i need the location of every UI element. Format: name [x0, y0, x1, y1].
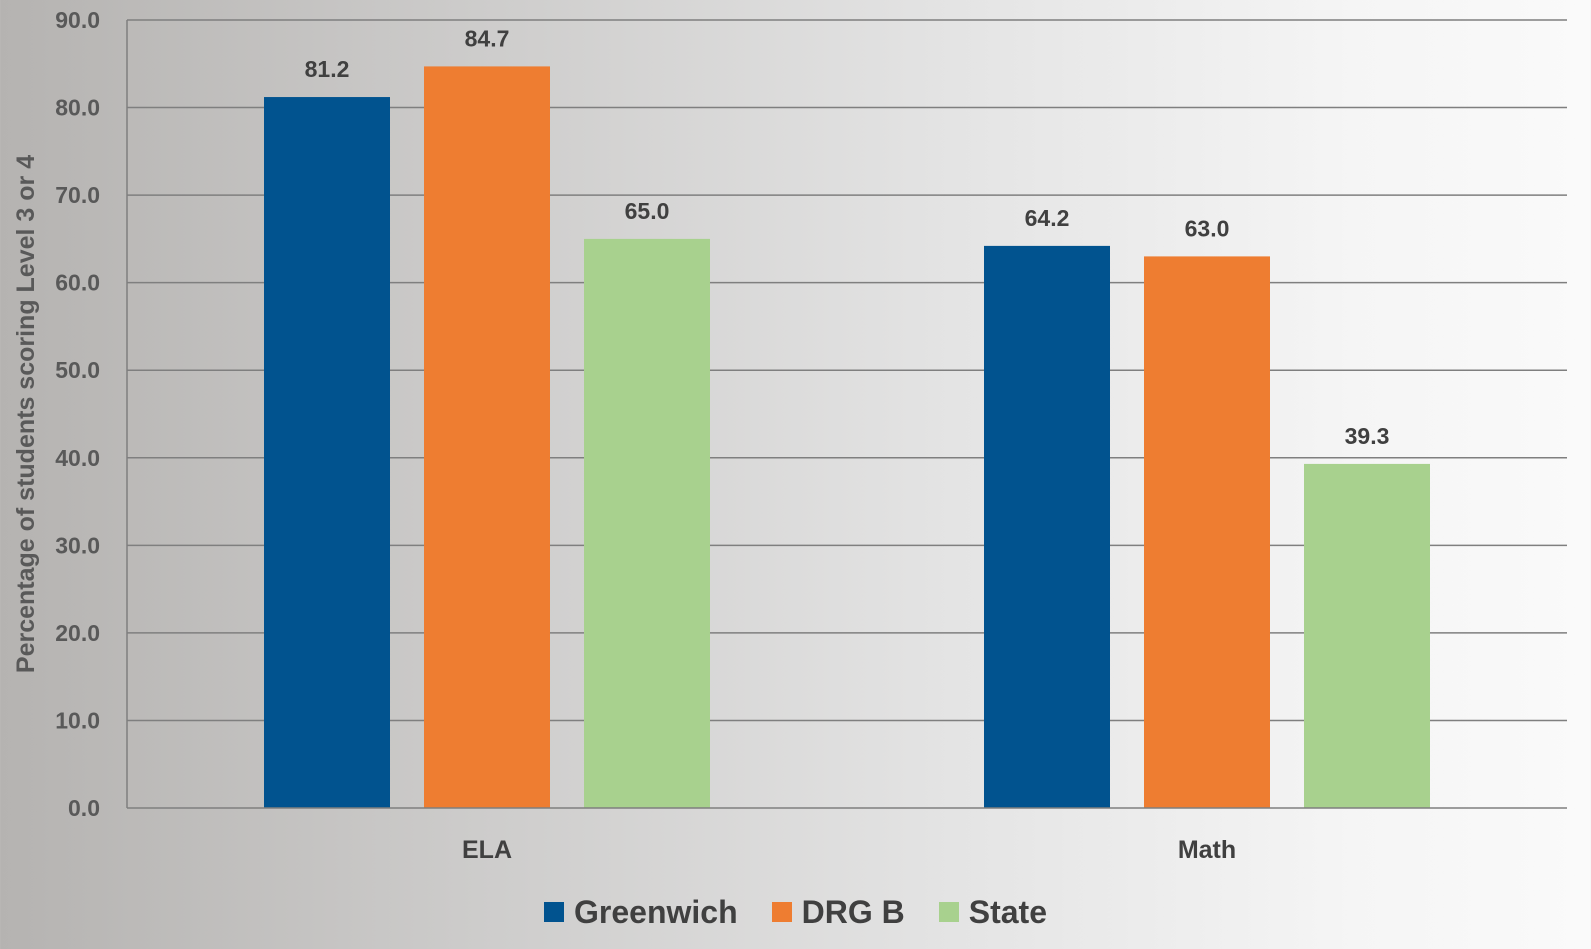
- bar-state-ela: [584, 238, 710, 808]
- legend-item-greenwich: Greenwich: [544, 894, 738, 931]
- y-tick-label: 80.0: [55, 95, 100, 121]
- legend-label-drg-b: DRG B: [801, 893, 905, 930]
- data-labels: 81.2 84.7 65.0 64.2 63.0 39.3: [305, 25, 1390, 449]
- bar-drg-b-ela: [424, 66, 550, 809]
- legend-swatch-greenwich: [544, 902, 565, 922]
- x-category-label-math: Math: [1178, 836, 1236, 864]
- data-label-state-math: 39.3: [1345, 423, 1390, 449]
- y-axis-title: Percentage of students scoring Level 3 o…: [12, 155, 40, 673]
- legend-swatch-state: [938, 902, 959, 922]
- data-label-drg-b-math: 63.0: [1185, 215, 1230, 241]
- y-tick-label: 60.0: [55, 270, 100, 296]
- legend-swatch-drg-b: [771, 902, 792, 922]
- bar-greenwich-math: [984, 245, 1110, 809]
- y-tick-label: 10.0: [55, 707, 100, 733]
- legend-label-state: State: [968, 893, 1047, 930]
- bars: [264, 66, 1430, 809]
- bar-drg-b-math: [1144, 256, 1270, 808]
- x-category-label-ela: ELA: [462, 836, 512, 864]
- y-tick-label: 70.0: [55, 182, 100, 208]
- y-tick-label: 20.0: [55, 620, 100, 646]
- data-label-drg-b-ela: 84.7: [465, 25, 510, 51]
- data-label-greenwich-ela: 81.2: [305, 56, 350, 82]
- legend-label-greenwich: Greenwich: [574, 893, 738, 930]
- data-label-greenwich-math: 64.2: [1025, 205, 1070, 231]
- axes: 0.0 10.0 20.0 30.0 40.0 50.0 60.0 70.0 80.0 90.0 E…: [55, 7, 1567, 864]
- y-tick-label: 90.0: [55, 7, 100, 33]
- y-tick-label: 30.0: [55, 532, 100, 558]
- legend-item-state: State: [938, 893, 1047, 931]
- legend-item-drg-b: DRG B: [771, 893, 905, 931]
- legend: Greenwich DRG B State: [0, 890, 1591, 934]
- y-tick-label: 40.0: [55, 445, 100, 471]
- y-tick-label: 0.0: [68, 795, 100, 821]
- data-label-state-ela: 65.0: [625, 198, 670, 224]
- bar-greenwich-ela: [264, 97, 390, 808]
- y-tick-label: 50.0: [55, 357, 100, 383]
- bar-state-math: [1304, 463, 1430, 808]
